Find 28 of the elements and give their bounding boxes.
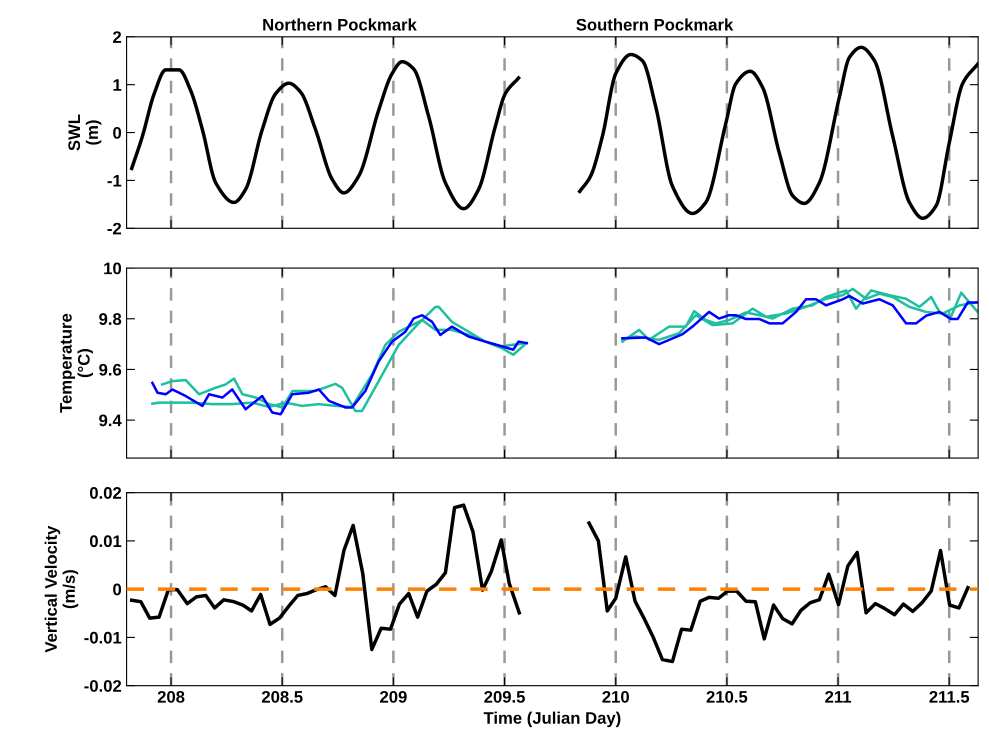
y-tick-label: 0.01 [90,535,122,548]
x-tick-label: 211.5 [929,690,970,703]
y-axis-title: SWL (m) [68,114,102,151]
y-tick-label: 0 [113,584,122,596]
x-tick-label: 208 [158,690,184,703]
y-tick-label: 0 [113,126,122,139]
x-axis-title: Time (Julian Day) [484,712,620,728]
y-tick-label: 2 [113,31,122,43]
y-tick-label: -2 [108,222,122,234]
x-tick-label: 209 [380,690,407,703]
y-tick-label: -0.02 [84,680,122,692]
y-tick-label: -1 [108,175,122,186]
y-tick-label: 1 [114,79,122,91]
y-tick-label: 9.6 [99,364,122,376]
y-axis-title: Temperature (°C) [60,314,94,413]
y-tick-label: 0.02 [90,487,122,499]
y-tick-label: 9.8 [99,313,122,325]
x-tick-label: 211 [825,690,852,703]
text: Southern Pockmark [576,18,734,31]
y-axis-title: Vertical Velocity (m/s) [44,526,78,653]
x-tick-label: 210 [602,690,629,703]
y-tick-label: 9.4 [99,414,122,426]
y-tick-label: -0.01 [84,632,122,644]
x-tick-label: 208.5 [262,690,303,703]
x-tick-label: 209.5 [484,690,525,703]
x-tick-label: 210.5 [706,690,748,703]
text: Northern Pockmark [263,18,417,31]
y-tick-label: 10 [104,262,122,274]
